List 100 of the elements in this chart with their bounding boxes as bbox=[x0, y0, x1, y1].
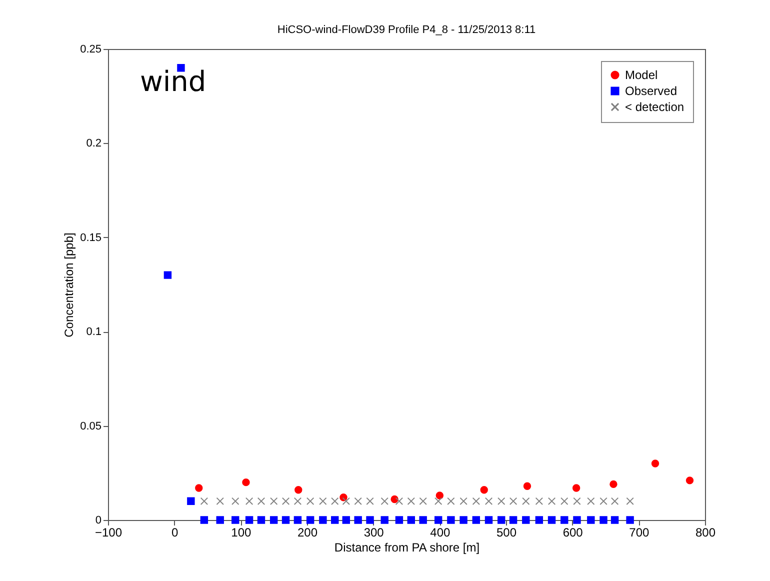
point bbox=[242, 478, 250, 486]
x-tick-label: 800 bbox=[695, 526, 716, 540]
point bbox=[294, 497, 302, 506]
point bbox=[419, 497, 427, 506]
point bbox=[460, 497, 468, 506]
point bbox=[484, 497, 493, 506]
point bbox=[535, 497, 544, 506]
point bbox=[560, 516, 568, 524]
point bbox=[509, 516, 518, 524]
point bbox=[380, 516, 388, 524]
point bbox=[434, 497, 442, 506]
x-tick-label: 400 bbox=[430, 526, 450, 540]
point bbox=[395, 516, 404, 524]
point bbox=[216, 516, 224, 524]
legend-label: Model bbox=[625, 68, 658, 82]
point bbox=[390, 495, 398, 504]
point bbox=[331, 516, 339, 524]
point bbox=[548, 516, 556, 524]
point bbox=[610, 497, 619, 506]
y-tick-label: 0.1 bbox=[86, 326, 102, 338]
point bbox=[395, 497, 404, 506]
x-tick-label: 100 bbox=[231, 526, 252, 540]
point bbox=[270, 516, 278, 524]
point bbox=[187, 497, 195, 506]
point bbox=[232, 516, 240, 524]
point bbox=[216, 497, 224, 506]
y-tick-label: 0.05 bbox=[80, 420, 102, 432]
point bbox=[522, 497, 530, 506]
point bbox=[447, 516, 455, 524]
point bbox=[282, 497, 290, 506]
point bbox=[366, 516, 374, 524]
point bbox=[270, 497, 278, 506]
point bbox=[626, 497, 634, 506]
point bbox=[306, 516, 314, 524]
x-tick-label: 700 bbox=[629, 526, 650, 540]
x-tick-label: −100 bbox=[94, 526, 122, 540]
point bbox=[342, 497, 350, 506]
point bbox=[548, 497, 556, 506]
point bbox=[294, 486, 302, 494]
x-tick-label: 500 bbox=[496, 526, 517, 540]
y-tick-label: 0 bbox=[95, 514, 102, 526]
point bbox=[484, 516, 493, 524]
point bbox=[245, 516, 254, 524]
point bbox=[407, 497, 415, 506]
point bbox=[498, 497, 506, 506]
point bbox=[522, 516, 530, 524]
point bbox=[319, 497, 327, 506]
point bbox=[686, 476, 694, 484]
point bbox=[480, 486, 488, 494]
point bbox=[366, 497, 374, 506]
point bbox=[200, 516, 208, 524]
point bbox=[626, 516, 634, 524]
point bbox=[572, 484, 580, 492]
x-tick-label: 300 bbox=[364, 526, 384, 540]
point bbox=[498, 516, 506, 524]
point bbox=[460, 516, 468, 524]
x-tick-label: 0 bbox=[171, 526, 178, 540]
point bbox=[573, 516, 581, 524]
point bbox=[560, 497, 568, 506]
x-axis-title: Distance from PA shore [m] bbox=[334, 540, 480, 554]
point bbox=[407, 516, 415, 524]
point bbox=[587, 516, 595, 524]
legend-label: < detection bbox=[625, 100, 684, 114]
point bbox=[232, 497, 240, 506]
point bbox=[319, 516, 327, 524]
point bbox=[331, 497, 339, 506]
y-tick-label: 0.25 bbox=[80, 44, 102, 56]
point bbox=[294, 516, 302, 524]
point bbox=[434, 516, 442, 524]
point bbox=[600, 516, 608, 524]
point bbox=[651, 460, 660, 468]
x-tick-label: 200 bbox=[297, 526, 318, 540]
point bbox=[610, 516, 619, 524]
point bbox=[535, 516, 544, 524]
point bbox=[306, 497, 314, 506]
point bbox=[447, 497, 455, 506]
point bbox=[245, 497, 254, 506]
point bbox=[600, 497, 608, 506]
point bbox=[257, 516, 266, 524]
point bbox=[419, 516, 427, 524]
point bbox=[342, 516, 350, 524]
point bbox=[200, 497, 208, 506]
point bbox=[523, 482, 532, 490]
point bbox=[610, 480, 618, 488]
point bbox=[509, 497, 518, 506]
point bbox=[354, 497, 362, 506]
y-tick-label: 0.2 bbox=[86, 138, 102, 150]
x-tick-label: 600 bbox=[562, 526, 584, 540]
point bbox=[257, 497, 266, 506]
chart-title: HiCSO-wind-FlowD39 Profile P4_8 - 11/25/2013 8:11 bbox=[277, 24, 536, 36]
point bbox=[282, 516, 290, 524]
annotation: wind bbox=[140, 65, 206, 98]
point bbox=[380, 497, 388, 506]
legend-label: Observed bbox=[625, 84, 678, 98]
point bbox=[195, 484, 203, 492]
point bbox=[573, 497, 581, 506]
point bbox=[472, 516, 480, 524]
point bbox=[354, 516, 362, 524]
point bbox=[472, 497, 480, 506]
y-axis-title: Concentration [ppb] bbox=[62, 232, 76, 338]
